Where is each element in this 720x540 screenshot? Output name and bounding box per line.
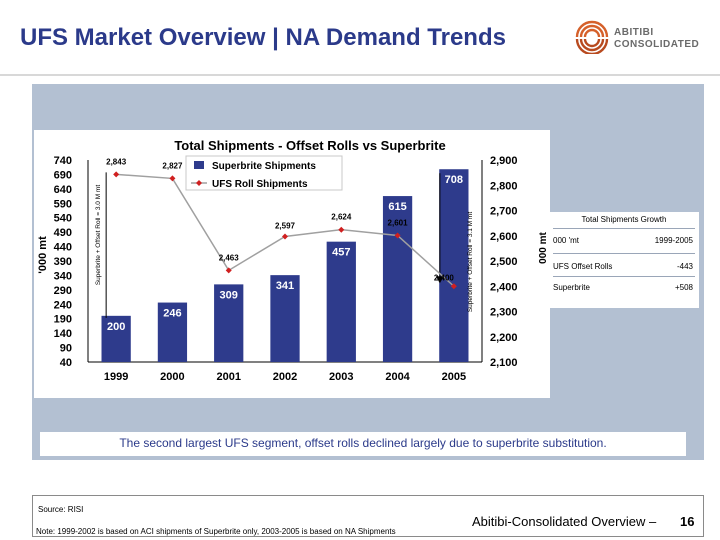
- right-tick-label: 2,600: [490, 231, 518, 243]
- chart-title: Total Shipments - Offset Rolls vs Superb…: [174, 138, 445, 153]
- slide-title: UFS Market Overview | NA Demand Trends: [20, 24, 506, 51]
- ufs-roll-marker: [394, 232, 401, 239]
- right-span-annotation: Superbrite + Offset Roll = 3.1 M mt: [467, 212, 474, 313]
- growth-row-label: Superbrite: [553, 283, 590, 292]
- logo-line-2: CONSOLIDATED: [614, 39, 700, 50]
- legend-bar-label: Superbrite Shipments: [212, 161, 316, 172]
- right-tick-label: 2,800: [490, 180, 518, 192]
- bar-value-label: 200: [107, 321, 125, 333]
- source-note: Source: RISI: [38, 505, 84, 514]
- slide-caption: The second largest UFS segment, offset r…: [40, 432, 686, 456]
- growth-table-title: Total Shipments Growth: [581, 215, 667, 224]
- left-tick-label: 340: [54, 270, 72, 282]
- superbrite-bar: [326, 241, 356, 362]
- bar-value-label: 246: [163, 308, 181, 320]
- bar-value-label: 457: [332, 247, 350, 259]
- x-tick-label: 2005: [442, 371, 466, 383]
- ufs-roll-marker: [169, 175, 176, 182]
- page-number: 16: [680, 514, 695, 529]
- left-axis-label: '000 mt: [37, 236, 49, 274]
- left-tick-label: 540: [54, 213, 72, 225]
- bar-value-label: 615: [388, 201, 406, 213]
- growth-divider: [553, 276, 695, 277]
- superbrite-bar: [270, 275, 300, 362]
- x-tick-label: 2000: [160, 371, 184, 383]
- growth-row-value: -443: [676, 262, 693, 271]
- footnote: Note: 1999-2002 is based on ACI shipment…: [36, 527, 396, 536]
- left-tick-label: 740: [54, 155, 72, 167]
- line-value-label: 2,843: [106, 157, 127, 166]
- left-tick-label: 690: [54, 169, 72, 181]
- right-axis-label: 000 mt: [538, 231, 549, 263]
- left-span-annotation: Superbrite + Offset Roll = 3.0 M mt: [95, 185, 102, 286]
- ufs-roll-marker: [225, 267, 232, 274]
- superbrite-bar: [439, 169, 469, 362]
- left-tick-label: 140: [54, 328, 72, 340]
- left-tick-label: 490: [54, 227, 72, 239]
- right-tick-label: 2,400: [490, 281, 518, 293]
- abitibi-logo-icon: [575, 20, 609, 54]
- x-tick-label: 2004: [385, 371, 410, 383]
- growth-divider: [553, 228, 695, 229]
- footer-presentation-name: Abitibi-Consolidated Overview –: [472, 514, 657, 529]
- superbrite-bar: [101, 315, 131, 362]
- x-tick-label: 2001: [216, 371, 240, 383]
- left-tick-label: 590: [54, 198, 72, 210]
- growth-row-label: UFS Offset Rolls: [553, 262, 613, 271]
- ufs-roll-marker: [450, 283, 457, 290]
- growth-header-right: 1999-2005: [654, 236, 693, 245]
- ufs-roll-marker: [282, 233, 288, 240]
- right-tick-label: 2,200: [490, 332, 518, 344]
- right-tick-label: 2,900: [490, 155, 518, 167]
- right-tick-label: 2,300: [490, 307, 518, 319]
- header-divider: [0, 74, 720, 76]
- growth-header-left: 000 'mt: [553, 236, 579, 245]
- right-tick-label: 2,500: [490, 256, 518, 268]
- line-value-label: 2,463: [219, 253, 240, 262]
- left-tick-label: 390: [54, 256, 72, 268]
- growth-divider: [553, 253, 695, 254]
- logo-line-1: ABITIBI: [614, 27, 654, 38]
- line-value-label: 2,827: [162, 161, 183, 170]
- ufs-roll-marker: [113, 171, 120, 178]
- superbrite-bar: [157, 302, 188, 362]
- left-tick-label: 90: [60, 343, 72, 355]
- line-value-label: 2,597: [275, 222, 296, 231]
- company-logo-text: ABITIBI CONSOLIDATED: [614, 27, 699, 51]
- x-tick-label: 1999: [104, 371, 128, 383]
- legend-line-marker: [196, 180, 202, 186]
- left-tick-label: 190: [54, 314, 72, 326]
- ufs-roll-marker: [338, 226, 345, 233]
- footer-frame: [32, 495, 704, 537]
- right-tick-label: 2,100: [490, 357, 518, 369]
- superbrite-bar: [214, 284, 244, 362]
- bar-value-label: 708: [445, 174, 463, 186]
- legend-line-label: UFS Roll Shipments: [212, 179, 308, 190]
- legend-bar-swatch: [194, 161, 204, 169]
- bar-value-label: 341: [276, 280, 294, 292]
- left-tick-label: 240: [54, 299, 72, 311]
- right-span-arrowhead: [435, 276, 444, 284]
- right-tick-label: 2,700: [490, 206, 518, 218]
- bar-value-label: 309: [220, 289, 238, 301]
- left-tick-label: 290: [54, 285, 72, 297]
- x-tick-label: 2003: [329, 371, 353, 383]
- growth-row-value: +508: [674, 283, 693, 292]
- x-tick-label: 2002: [273, 371, 297, 383]
- left-tick-label: 440: [54, 242, 72, 254]
- growth-table: Total Shipments Growth 000 'mt 1999-2005…: [549, 212, 699, 308]
- legend-box: [185, 155, 343, 191]
- line-value-label: 2,601: [388, 218, 409, 227]
- line-value-label: 2,400: [434, 273, 455, 282]
- left-tick-label: 640: [54, 184, 72, 196]
- line-value-label: 2,624: [331, 213, 352, 222]
- left-tick-label: 40: [60, 357, 72, 369]
- superbrite-bar: [382, 196, 413, 362]
